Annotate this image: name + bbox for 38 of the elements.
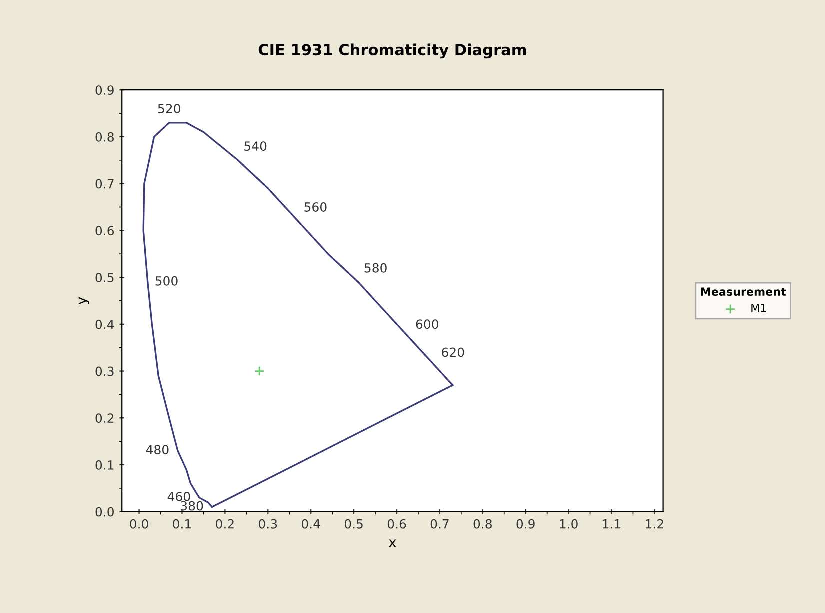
x-tick-label: 0.2 (216, 519, 234, 529)
x-tick-label: 0.6 (388, 519, 406, 529)
annotation: 480 (146, 445, 169, 455)
y-tick-label: 0.3 (96, 366, 114, 376)
x-tick-label: 0.7 (430, 519, 449, 529)
legend-title: Measurement (701, 288, 786, 296)
annotation: 600 (416, 320, 438, 330)
annotation: 460 (168, 492, 190, 502)
y-tick-label: 0.7 (96, 179, 114, 189)
x-axis-title: x (388, 540, 396, 548)
x-tick-label: 0.8 (474, 519, 492, 529)
annotation: 540 (244, 142, 267, 152)
y-tick-label: 0.1 (96, 460, 114, 470)
annotation: 580 (364, 263, 387, 273)
y-tick-label: 0.9 (96, 86, 114, 96)
annotation: 380 (181, 501, 204, 511)
y-tick-label: 0.2 (96, 414, 114, 424)
annotation: 560 (304, 202, 327, 212)
x-tick-label: 0.3 (259, 519, 278, 529)
annotation: 520 (158, 104, 180, 114)
x-tick-label: 1.2 (646, 519, 664, 529)
y-axis-title: y (78, 297, 90, 305)
annotation: 620 (442, 348, 464, 358)
x-tick-label: 0.1 (173, 519, 192, 529)
y-tick-label: 0.8 (96, 132, 114, 142)
annotation: 500 (156, 276, 178, 286)
x-tick-label: 0.9 (516, 519, 535, 529)
legend-label: M1 (752, 304, 766, 312)
y-tick-label: 0.4 (96, 320, 114, 330)
y-tick-label: 0.6 (96, 226, 114, 236)
y-tick-label: 0.5 (96, 273, 114, 282)
chart-title: CIE 1931 Chromaticity Diagram (258, 44, 526, 59)
x-tick-label: 0.4 (302, 519, 320, 529)
x-tick-label: 0.5 (344, 519, 363, 529)
x-tick-label: 1.1 (603, 520, 621, 529)
y-tick-label: 0.0 (96, 507, 114, 517)
x-tick-label: 0.0 (130, 519, 148, 529)
x-tick-label: 1.0 (560, 519, 578, 529)
